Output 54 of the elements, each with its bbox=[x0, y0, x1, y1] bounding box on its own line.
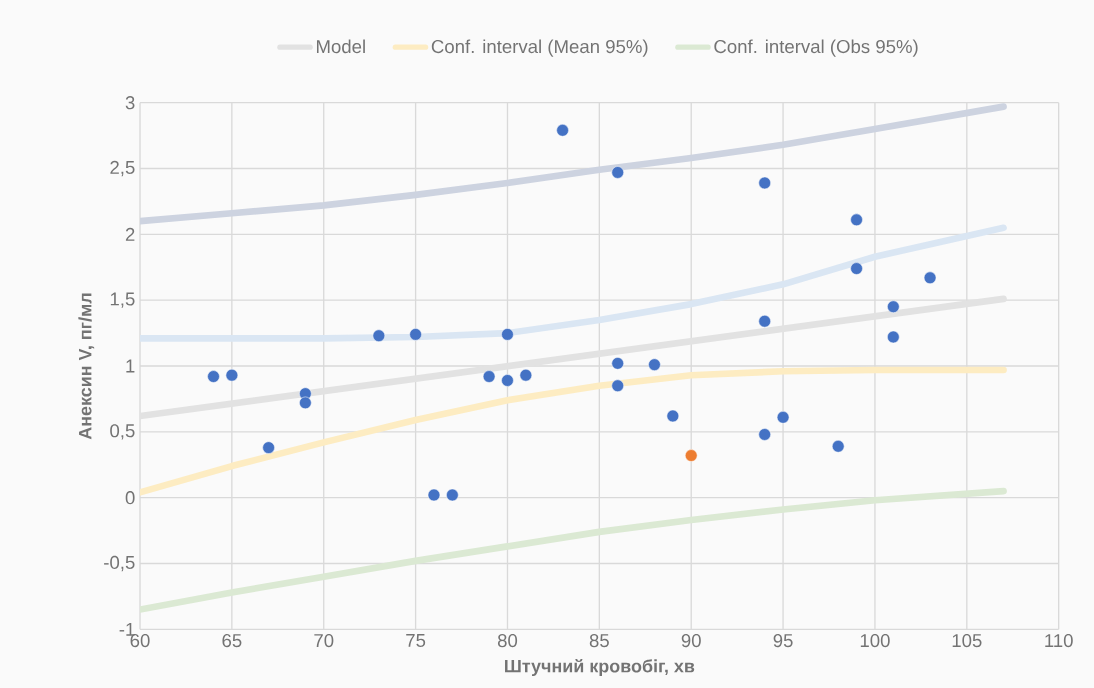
y-tick-label: 2,5 bbox=[110, 160, 135, 177]
point bbox=[207, 370, 220, 383]
point bbox=[776, 411, 790, 424]
point bbox=[850, 213, 863, 227]
y-tick-label: -0,5 bbox=[104, 555, 135, 572]
x-tick-label: 110 bbox=[1045, 634, 1073, 648]
point bbox=[887, 300, 900, 313]
x-tick-label: 90 bbox=[681, 634, 701, 648]
point bbox=[684, 449, 698, 462]
y-axis-title: Анексин V, пг/мл bbox=[78, 293, 95, 440]
x-axis-title: Штучний кровобіг, хв bbox=[505, 658, 695, 677]
legend-label: Model bbox=[316, 39, 365, 54]
y-tick-label: 3 bbox=[125, 96, 135, 110]
point bbox=[446, 488, 459, 502]
x-tick-label: 85 bbox=[589, 634, 609, 648]
point bbox=[611, 379, 624, 392]
point bbox=[923, 271, 937, 285]
x-tick-label: 100 bbox=[860, 634, 890, 648]
point bbox=[556, 124, 569, 137]
point bbox=[648, 358, 661, 371]
point bbox=[758, 314, 771, 328]
point bbox=[831, 440, 845, 453]
point bbox=[372, 329, 386, 342]
x-tick-label: 105 bbox=[952, 634, 982, 648]
point bbox=[758, 428, 771, 441]
legend-label: Conf. interval (Obs 95%) bbox=[714, 39, 918, 57]
point bbox=[427, 488, 441, 502]
point bbox=[519, 368, 533, 382]
y-tick-label: 2 bbox=[125, 227, 135, 241]
point bbox=[262, 441, 275, 454]
point bbox=[299, 396, 312, 410]
y-tick-label: -1 bbox=[119, 622, 135, 636]
point bbox=[501, 374, 514, 387]
point bbox=[758, 176, 771, 190]
point bbox=[611, 357, 624, 370]
point bbox=[887, 330, 900, 344]
x-tick-label: 60 bbox=[130, 634, 150, 648]
point bbox=[666, 409, 680, 423]
point bbox=[850, 262, 863, 275]
point bbox=[409, 328, 422, 341]
y-tick-label: 1,5 bbox=[110, 292, 135, 308]
x-tick-label: 75 bbox=[406, 634, 426, 648]
x-tick-label: 65 bbox=[222, 634, 242, 648]
x-tick-label: 80 bbox=[497, 634, 518, 648]
point bbox=[225, 368, 239, 382]
x-tick-label: 70 bbox=[314, 634, 334, 648]
y-tick-label: 0 bbox=[125, 491, 135, 505]
y-tick-label: 0,5 bbox=[110, 424, 135, 440]
legend-label: Conf. interval (Mean 95%) bbox=[431, 39, 648, 57]
point bbox=[482, 370, 496, 383]
point bbox=[611, 166, 624, 179]
y-tick-label: 1 bbox=[126, 359, 135, 373]
x-tick-label: 95 bbox=[773, 634, 793, 648]
point bbox=[501, 328, 514, 341]
